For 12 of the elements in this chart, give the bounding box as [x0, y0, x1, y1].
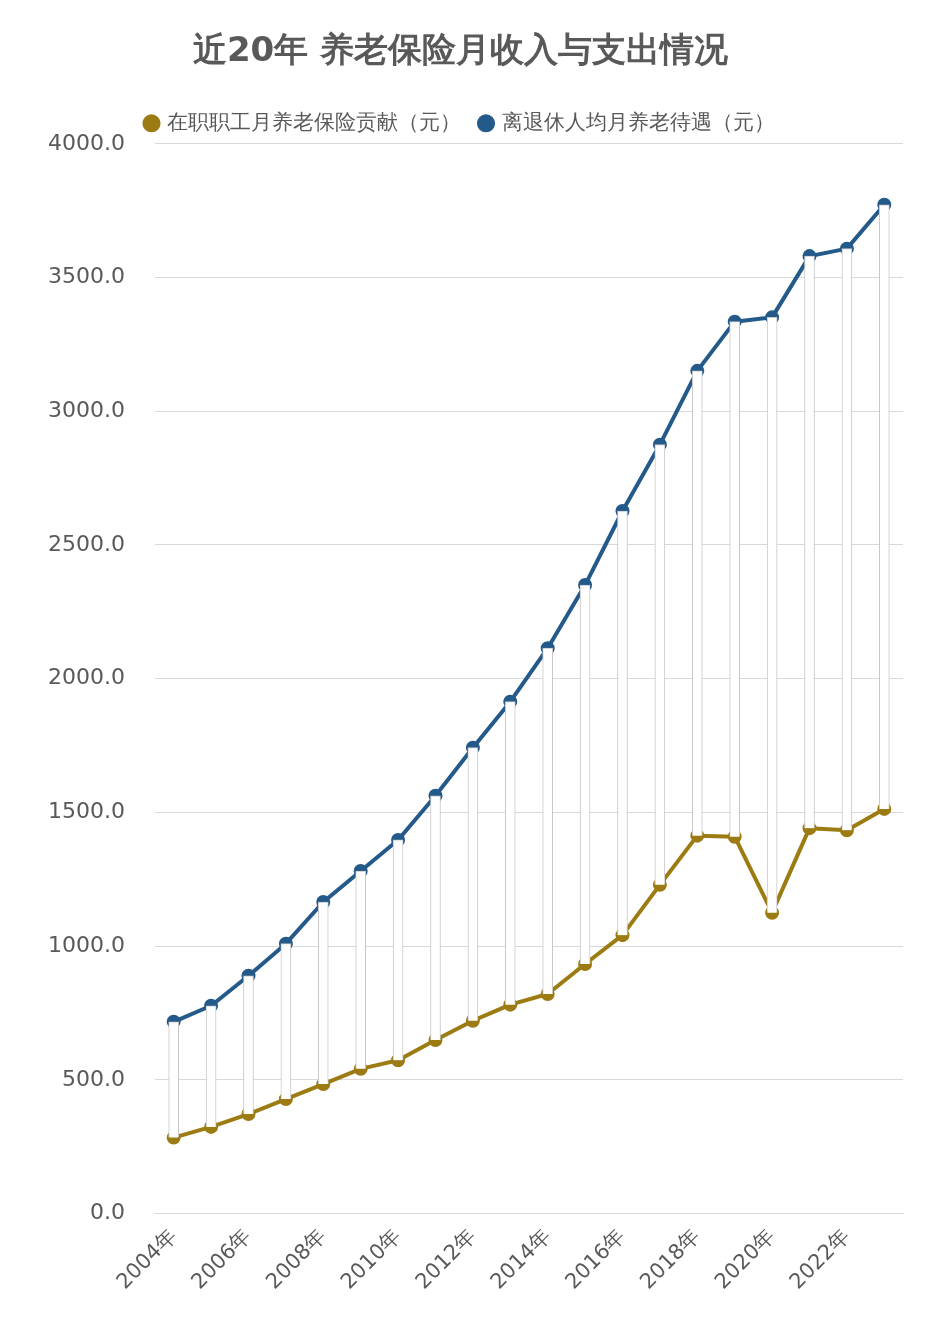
- y-tick-label: 3000.0: [47, 396, 125, 422]
- legend-label: 离退休人均月养老待遇（元）: [501, 109, 775, 134]
- legend-label: 在职职工月养老保险贡献（元）: [167, 109, 461, 134]
- y-tick-label: 2500.0: [47, 530, 125, 556]
- y-tick-label: 2000.0: [47, 664, 125, 690]
- y-tick-label: 500.0: [61, 1065, 125, 1091]
- y-tick-label: 1000.0: [47, 931, 125, 957]
- y-tick-label: 3500.0: [47, 263, 125, 289]
- y-tick-label: 0.0: [89, 1199, 125, 1225]
- y-tick-label: 4000.0: [47, 129, 125, 155]
- y-tick-label: 1500.0: [47, 798, 125, 824]
- chart-title: 近20年 养老保险月收入与支出情况: [192, 29, 730, 70]
